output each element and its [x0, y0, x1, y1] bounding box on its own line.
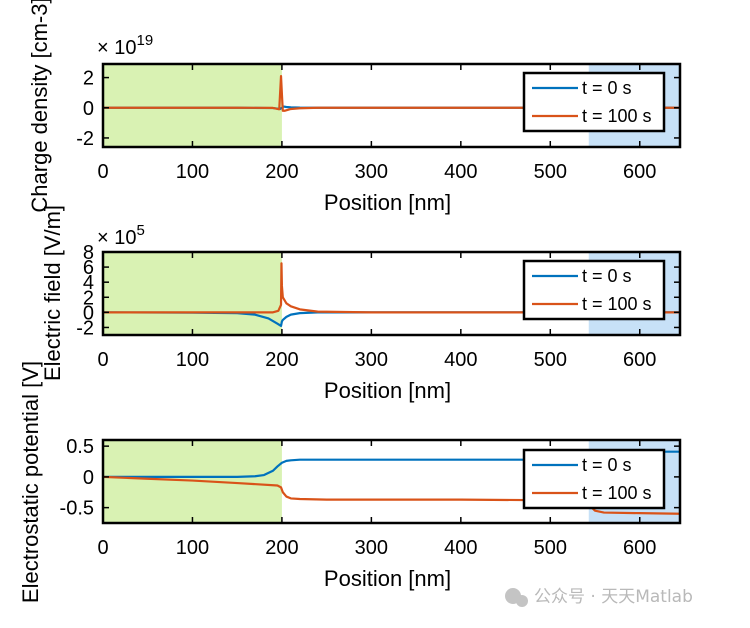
legend-box [522, 448, 666, 510]
x-tick-label: 0 [97, 161, 108, 183]
x-tick-label: 200 [265, 537, 298, 559]
y-tick-label: 2 [83, 287, 94, 309]
x-tick-label: 500 [534, 349, 567, 371]
x-tick-label: 400 [444, 349, 477, 371]
x-tick-label: 500 [534, 161, 567, 183]
x-tick-label: 400 [444, 537, 477, 559]
x-tick-label: 100 [176, 161, 209, 183]
wechat-icon-2 [516, 595, 528, 607]
y-tick-label: 0 [83, 467, 94, 489]
x-tick-label: 300 [355, 349, 388, 371]
x-tick-label: 0 [97, 349, 108, 371]
legend-label-0: t = 0 s [582, 266, 632, 286]
y-tick-label: 0 [83, 302, 94, 324]
axes-box [101, 62, 682, 149]
y-tick-label: 2 [83, 68, 94, 90]
legend-box [522, 259, 666, 321]
x-tick-label: 200 [265, 349, 298, 371]
legend-label-1: t = 100 s [582, 483, 652, 503]
watermark-text: 公众号 · 天天Matlab [534, 587, 693, 607]
x-tick-label: 300 [355, 161, 388, 183]
y-tick-label: -0.5 [60, 498, 94, 520]
y-axis-label: Charge density [cm-3] [27, 0, 52, 213]
y-tick-label: -2 [76, 317, 94, 339]
legend-label-1: t = 100 s [582, 294, 652, 314]
x-tick-label: 100 [176, 349, 209, 371]
series-line-1 [103, 262, 680, 314]
y-multiplier: × 1019 [97, 32, 153, 59]
x-axis-label: Position [nm] [324, 190, 451, 215]
region-0 [103, 64, 282, 147]
region-0 [103, 252, 282, 335]
legend: t = 0 s t = 100 s [522, 259, 666, 321]
x-tick-label: 400 [444, 161, 477, 183]
legend: t = 0 s t = 100 s [522, 448, 666, 510]
axes-box [101, 250, 682, 337]
x-axis-label: Position [nm] [324, 566, 451, 591]
x-tick-label: 0 [97, 537, 108, 559]
multiplier-exponent: 19 [136, 32, 153, 49]
x-tick-label: 600 [623, 161, 656, 183]
y-axis-label: Electrostatic potential [V] [18, 361, 43, 603]
x-axis-label: Position [nm] [324, 378, 451, 403]
y-tick-label: 6 [83, 257, 94, 279]
legend-label-0: t = 0 s [582, 455, 632, 475]
x-tick-label: 100 [176, 537, 209, 559]
x-tick-label: 500 [534, 537, 567, 559]
y-axis-label: Electric field [V/m] [40, 205, 65, 381]
x-tick-label: 600 [623, 537, 656, 559]
series-line-1 [103, 475, 680, 515]
x-tick-label: 200 [265, 161, 298, 183]
y-tick-label: 0 [83, 98, 94, 120]
y-tick-label: -2 [76, 128, 94, 150]
legend: t = 0 s t = 100 s [522, 71, 666, 133]
multiplier-base: × 10 [97, 37, 136, 59]
x-tick-label: 600 [623, 349, 656, 371]
watermark: 公众号 · 天天Matlab [505, 587, 693, 607]
legend-box [522, 71, 666, 133]
x-tick-label: 300 [355, 537, 388, 559]
y-tick-label: 0.5 [66, 436, 94, 458]
legend-label-0: t = 0 s [582, 78, 632, 98]
y-tick-label: 4 [83, 272, 94, 294]
legend-label-1: t = 100 s [582, 106, 652, 126]
multiplier-base: × 10 [97, 227, 136, 249]
y-multiplier: × 105 [97, 222, 145, 249]
axes-box [101, 438, 682, 525]
y-tick-label: 8 [83, 242, 94, 264]
multiplier-exponent: 5 [136, 222, 144, 239]
